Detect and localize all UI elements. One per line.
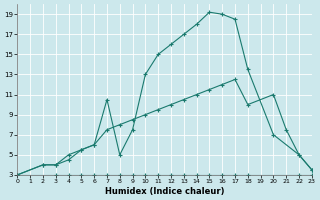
- X-axis label: Humidex (Indice chaleur): Humidex (Indice chaleur): [105, 187, 224, 196]
